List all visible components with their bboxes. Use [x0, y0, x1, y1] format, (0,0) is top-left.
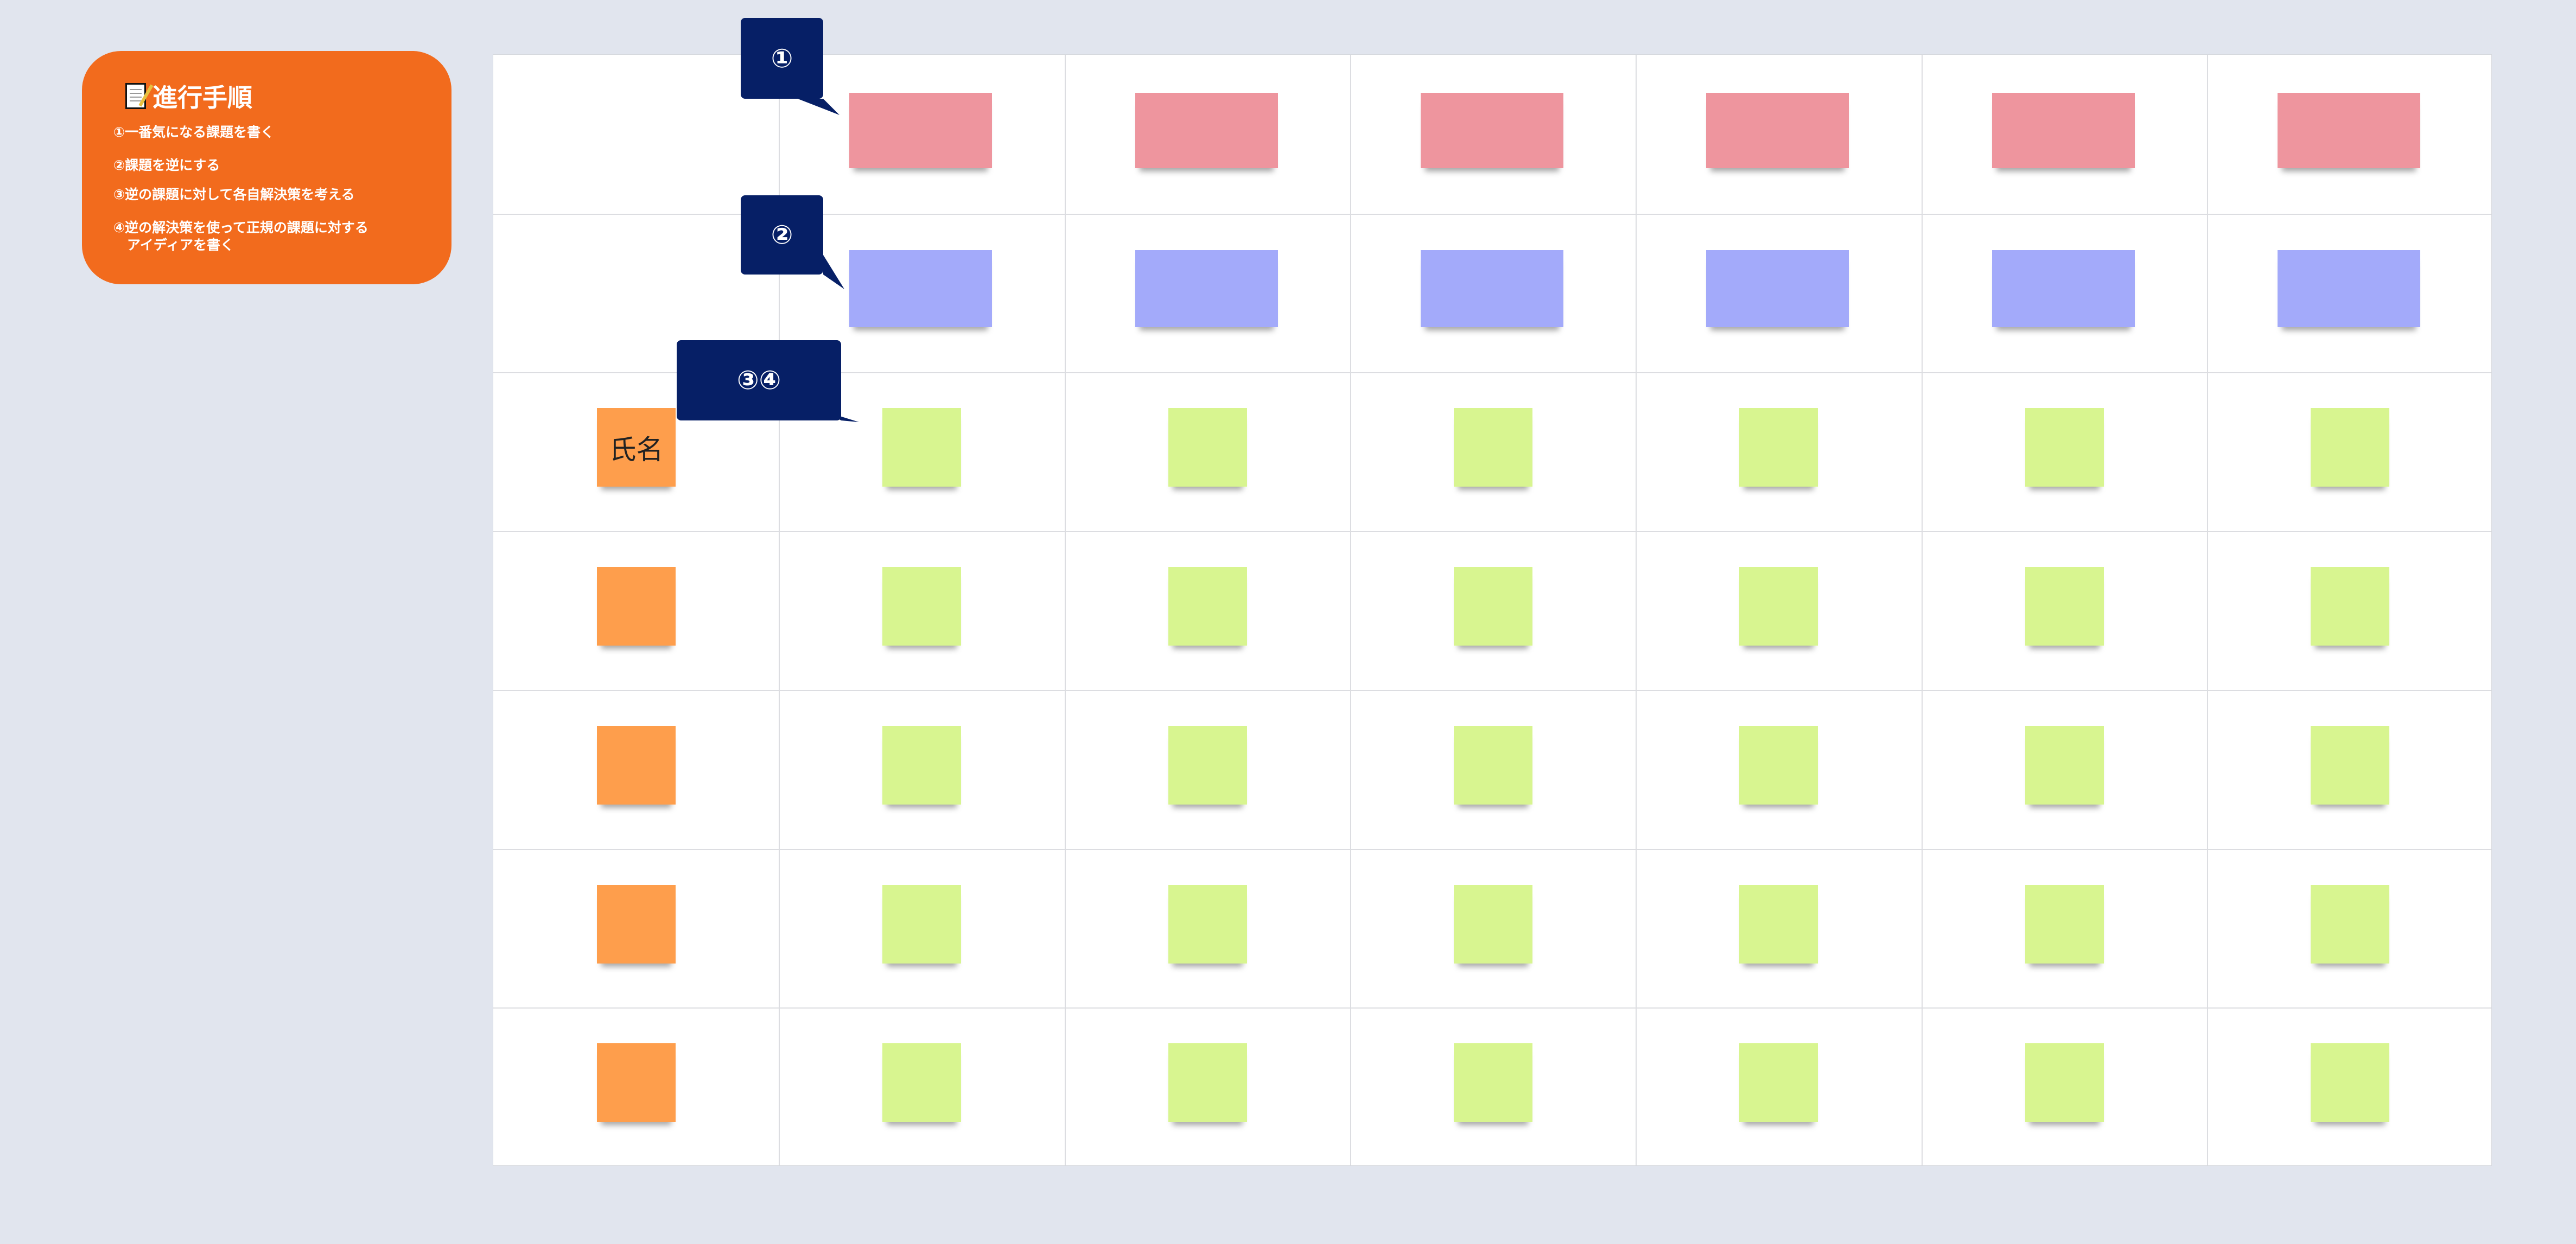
memo-icon [125, 83, 146, 109]
idea-sticky-note[interactable] [1453, 567, 1532, 646]
grid-column-divider [1636, 55, 1637, 1165]
grid-row-divider [493, 849, 2491, 850]
step-4: ④逆の解決策を使って正規の課題に対する アイディアを書く [113, 220, 368, 253]
grid-row-divider [493, 213, 2491, 215]
idea-sticky-note[interactable] [2025, 408, 2104, 487]
grid-row-divider [493, 372, 2491, 374]
name-sticky-note[interactable]: 氏名 [597, 408, 676, 487]
idea-sticky-note[interactable] [2310, 408, 2389, 487]
issue-sticky-note[interactable] [2277, 93, 2420, 168]
panel-title: 進行手順 [125, 78, 252, 114]
grid-column-divider [779, 55, 780, 1165]
idea-sticky-note[interactable] [2025, 884, 2104, 964]
idea-sticky-note[interactable] [1453, 408, 1532, 487]
grid-column-divider [1350, 55, 1351, 1165]
procedure-panel: 進行手順 ①一番気になる課題を書く ②課題を逆にする ③逆の課題に対して各自解決… [82, 51, 451, 284]
idea-sticky-note[interactable] [882, 408, 962, 487]
callout-step-1[interactable]: ① [741, 18, 823, 99]
idea-sticky-note[interactable] [1739, 884, 1818, 964]
callout-2-tail [823, 255, 844, 289]
callout-1-tail [798, 99, 839, 115]
idea-sticky-note[interactable] [1453, 1043, 1532, 1122]
idea-sticky-note[interactable] [1739, 725, 1818, 805]
issue-sticky-note[interactable] [1420, 93, 1563, 168]
idea-sticky-note[interactable] [2310, 725, 2389, 805]
callout-step-3-4[interactable]: ③④ [677, 340, 841, 420]
grid-row-divider [493, 1007, 2491, 1009]
panel-title-text: 進行手順 [152, 83, 252, 112]
issue-sticky-note[interactable] [1135, 93, 1278, 168]
grid-row-divider [493, 690, 2491, 691]
step-3: ③逆の課題に対して各自解決策を考える [113, 187, 355, 202]
idea-sticky-note[interactable] [2310, 884, 2389, 964]
reversed-issue-sticky-note[interactable] [1420, 250, 1563, 327]
name-sticky-note[interactable] [597, 567, 676, 646]
reversed-issue-sticky-note[interactable] [849, 250, 993, 327]
name-sticky-note[interactable] [597, 725, 676, 805]
idea-sticky-note[interactable] [1739, 408, 1818, 487]
step-2: ②課題を逆にする [113, 157, 220, 173]
idea-sticky-note[interactable] [1739, 567, 1818, 646]
idea-sticky-note[interactable] [2025, 725, 2104, 805]
step-1: ①一番気になる課題を書く [113, 124, 275, 140]
idea-sticky-note[interactable] [1739, 1043, 1818, 1122]
reversed-issue-sticky-note[interactable] [1706, 250, 1849, 327]
grid-column-divider [1921, 55, 1923, 1165]
idea-sticky-note[interactable] [2310, 567, 2389, 646]
name-sticky-note[interactable] [597, 1043, 676, 1122]
idea-sticky-note[interactable] [1168, 725, 1247, 805]
issue-sticky-note[interactable] [849, 93, 993, 168]
idea-sticky-note[interactable] [1168, 1043, 1247, 1122]
idea-sticky-note[interactable] [882, 1043, 962, 1122]
idea-sticky-note[interactable] [1453, 725, 1532, 805]
idea-sticky-note[interactable] [2025, 1043, 2104, 1122]
reversed-issue-sticky-note[interactable] [2277, 250, 2420, 327]
idea-sticky-note[interactable] [2025, 567, 2104, 646]
idea-sticky-note[interactable] [2310, 1043, 2389, 1122]
idea-sticky-note[interactable] [882, 884, 962, 964]
reversed-issue-sticky-note[interactable] [1135, 250, 1278, 327]
idea-sticky-note[interactable] [882, 567, 962, 646]
whiteboard-grid: 氏名 [493, 54, 2492, 1166]
grid-column-divider [2206, 55, 2208, 1165]
idea-sticky-note[interactable] [1453, 884, 1532, 964]
idea-sticky-note[interactable] [1168, 884, 1247, 964]
idea-sticky-note[interactable] [1168, 408, 1247, 487]
idea-sticky-note[interactable] [1168, 567, 1247, 646]
grid-row-divider [493, 531, 2491, 533]
callout-step-2[interactable]: ② [741, 195, 823, 275]
grid-column-divider [1064, 55, 1066, 1165]
issue-sticky-note[interactable] [1706, 93, 1849, 168]
idea-sticky-note[interactable] [882, 725, 962, 805]
reversed-issue-sticky-note[interactable] [1992, 250, 2135, 327]
name-sticky-note[interactable] [597, 884, 676, 964]
issue-sticky-note[interactable] [1992, 93, 2135, 168]
